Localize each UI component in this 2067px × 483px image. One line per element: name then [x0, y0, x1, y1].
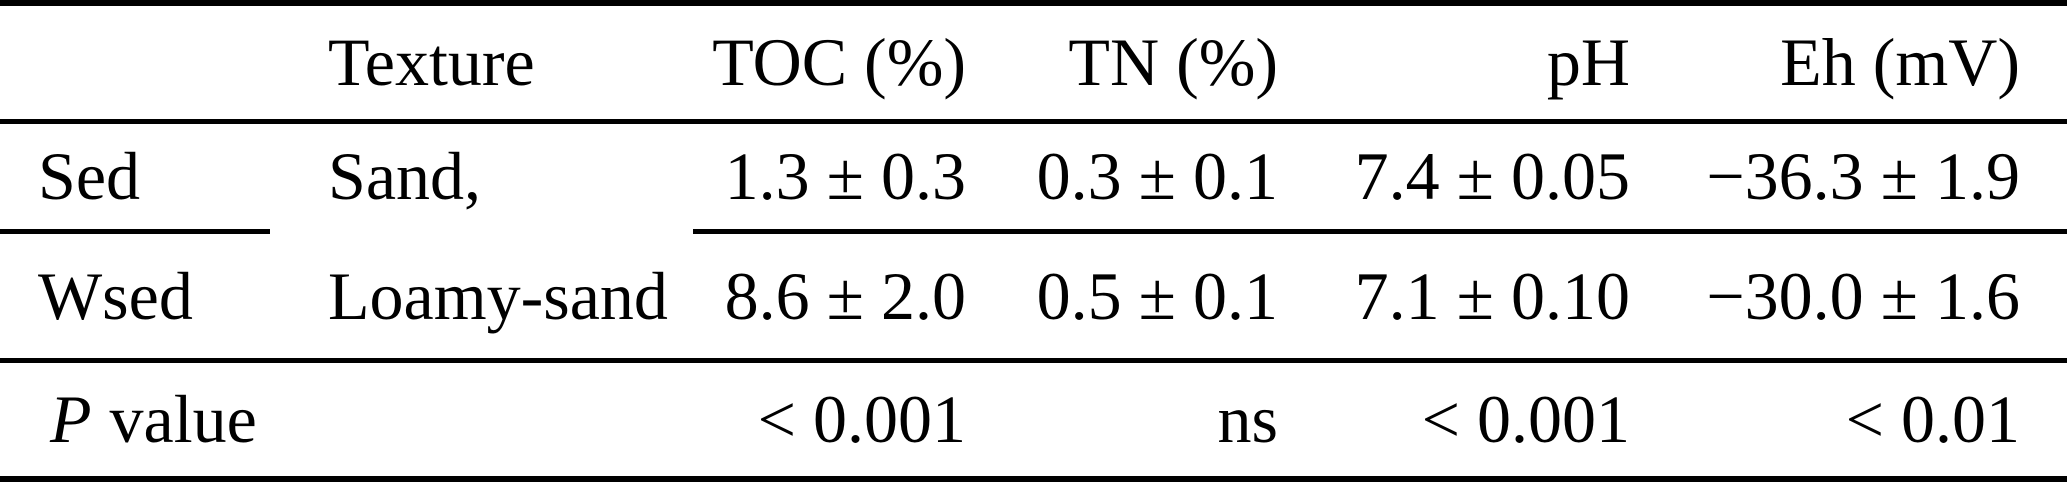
p-value-label-rest: value — [109, 381, 257, 457]
p-value-label-p: P — [50, 381, 92, 457]
header-tn: TN (%) — [1068, 24, 1278, 100]
cell-p-toc: < 0.001 — [757, 381, 966, 457]
table-top-rule — [0, 0, 2067, 6]
cell-sed-ph: 7.4 ± 0.05 — [1354, 138, 1630, 214]
cell-p-ph: < 0.001 — [1421, 381, 1630, 457]
header-toc: TOC (%) — [712, 24, 966, 100]
sed-row-partial-rule-right — [693, 229, 2067, 234]
cell-wsed-eh: −30.0 ± 1.6 — [1706, 258, 2020, 334]
cell-wsed-texture: Loamy-sand — [328, 258, 668, 334]
cell-wsed-toc: 8.6 ± 2.0 — [724, 258, 966, 334]
cell-p-tn: ns — [1217, 381, 1278, 457]
sed-row-partial-rule-left — [0, 229, 270, 234]
header-ph: pH — [1546, 24, 1630, 100]
header-eh: Eh (mV) — [1780, 24, 2020, 100]
table-header-rule — [0, 119, 2067, 124]
cell-sed-toc: 1.3 ± 0.3 — [724, 138, 966, 214]
cell-sed-texture: Sand, — [328, 138, 481, 214]
cell-sed-tn: 0.3 ± 0.1 — [1036, 138, 1278, 214]
row-label-sed: Sed — [38, 138, 140, 214]
cell-wsed-tn: 0.5 ± 0.1 — [1036, 258, 1278, 334]
cell-p-eh: < 0.01 — [1845, 381, 2020, 457]
cell-wsed-ph: 7.1 ± 0.10 — [1354, 258, 1630, 334]
header-texture: Texture — [328, 24, 535, 100]
row-label-wsed: Wsed — [38, 258, 193, 334]
cell-sed-eh: −36.3 ± 1.9 — [1706, 138, 2020, 214]
wsed-row-rule — [0, 358, 2067, 363]
table-bottom-rule — [0, 476, 2067, 482]
